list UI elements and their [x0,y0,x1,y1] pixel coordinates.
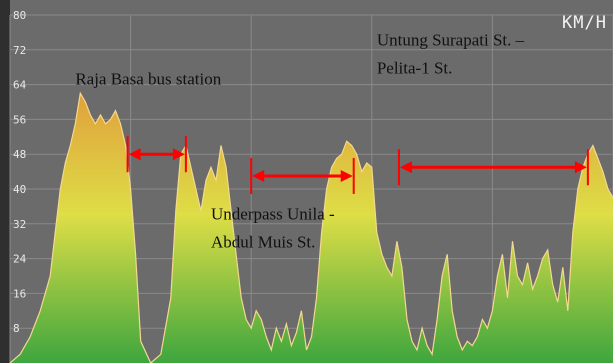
y-tick-label-80: 80 [13,9,26,22]
y-tick-label-24: 24 [13,253,27,266]
range-marker-2 [397,149,589,186]
y-tick-label-40: 40 [13,183,26,196]
y-tick-label-16: 16 [13,287,26,300]
y-axis: 8 16 24 32 40 48 56 64 72 80 [13,9,27,335]
annotation-0: Raja Basa bus station [75,70,221,89]
range-markers [126,136,589,194]
annotations: Raja Basa bus station Untung Surapati St.… [75,30,524,251]
series [9,91,613,363]
unit-label: KM/H [562,13,607,33]
y-tick-label-56: 56 [13,113,26,126]
annotation-1: Untung Surapati St. – [377,30,525,49]
left-frame [0,0,10,363]
speed-line [9,91,613,363]
y-tick-label-72: 72 [13,44,26,57]
y-tick-label-48: 48 [13,148,26,161]
annotation-4: Abdul Muis St. [211,233,315,252]
range-marker-1 [250,157,355,194]
annotation-2: Pelita-1 St. [377,59,453,78]
y-tick-label-8: 8 [13,322,20,335]
y-tick-label-32: 32 [13,218,26,231]
range-marker-0 [126,136,187,173]
speed-area [10,93,613,363]
y-tick-label-64: 64 [13,79,27,92]
annotation-3: Underpass Unila - [211,204,335,223]
